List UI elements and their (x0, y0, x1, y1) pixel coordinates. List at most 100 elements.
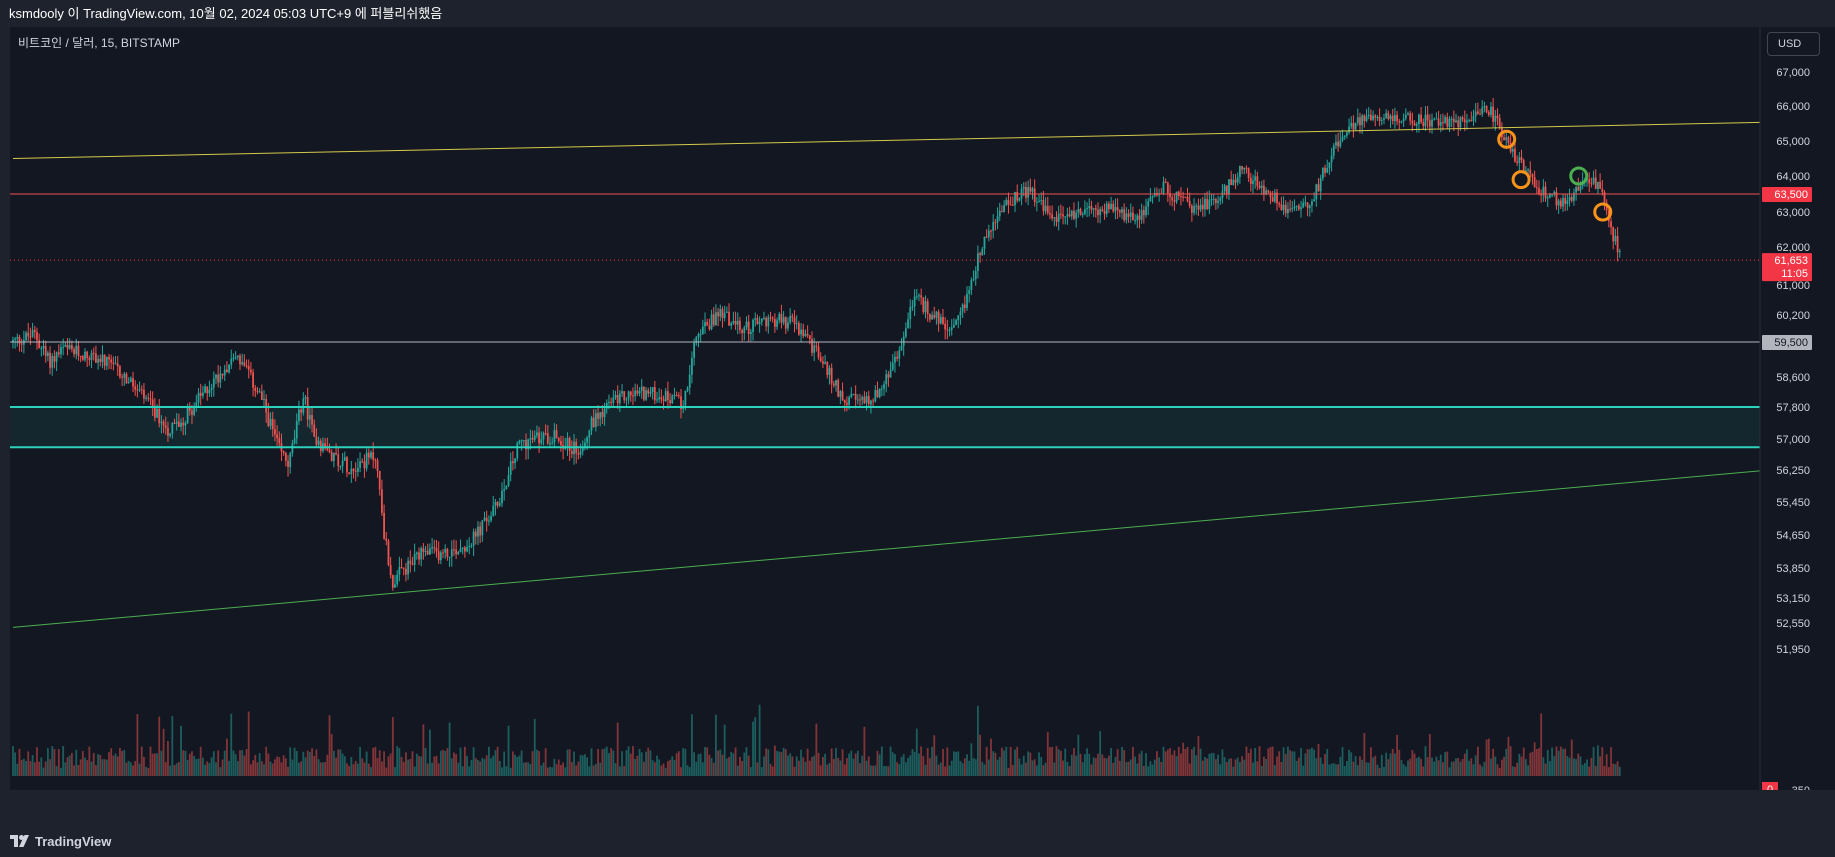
volume-bar (1524, 759, 1527, 776)
candle (667, 391, 669, 401)
volume-bar (1326, 749, 1329, 776)
volume-bar (610, 748, 613, 776)
candle (453, 549, 455, 551)
volume-bar (846, 758, 848, 776)
candle (1483, 106, 1486, 108)
volume-bar (236, 761, 239, 776)
volume-bar (710, 758, 713, 776)
volume-bar (592, 765, 595, 776)
candle (1446, 117, 1449, 127)
volume-bar (302, 751, 305, 776)
volume-bar (162, 728, 165, 776)
candle (44, 345, 47, 357)
candle (101, 354, 104, 362)
orange-circle-1[interactable] (1497, 129, 1517, 149)
candle (649, 391, 652, 394)
volume-bar (780, 752, 783, 776)
volume-bar (1234, 759, 1237, 776)
candle (1614, 235, 1617, 242)
candle (302, 398, 305, 413)
volume-bar (1367, 762, 1370, 776)
candle (442, 552, 444, 554)
candle (429, 548, 431, 555)
price-tick-label: 61,000 (1776, 280, 1810, 292)
orange-circle-2[interactable] (1511, 170, 1531, 190)
candle (49, 352, 51, 368)
volume-bar (850, 750, 853, 776)
volume-bar (525, 762, 527, 776)
volume-bar (966, 754, 968, 776)
volume-bar (795, 756, 798, 776)
volume-bar (16, 763, 19, 776)
tradingview-brand[interactable]: TradingView (10, 831, 111, 851)
candle (1350, 122, 1353, 127)
volume-bar (1394, 753, 1396, 776)
volume-bar (225, 738, 228, 776)
volume-bar (1188, 763, 1191, 776)
candle (996, 216, 999, 223)
volume-bar (686, 765, 689, 776)
candle (861, 397, 864, 400)
volume-bar (1252, 762, 1254, 776)
volume-bar (1420, 758, 1422, 776)
volume-bar (922, 756, 925, 776)
candle (1474, 111, 1477, 117)
volume-bar (1500, 759, 1503, 776)
chart-panel[interactable]: 67,000 66,000 65,000 64,000 63,000 62,000 61,0… (10, 27, 1835, 790)
volume-bar (435, 755, 438, 776)
volume-bar (507, 725, 510, 776)
volume-bar (891, 752, 894, 776)
volume-bar (1376, 764, 1379, 776)
green-circle[interactable] (1569, 166, 1589, 186)
volume-bar (171, 716, 174, 776)
orange-circle-3[interactable] (1593, 202, 1613, 222)
volume-bar (474, 758, 477, 776)
candle (1328, 162, 1331, 168)
volume-bar (79, 759, 82, 776)
candle (1005, 199, 1008, 206)
volume-bar (782, 747, 785, 776)
candle (171, 423, 174, 434)
candle (675, 395, 678, 397)
candle (660, 397, 663, 400)
volume-bar (378, 750, 381, 776)
candle (981, 249, 984, 255)
candle (389, 564, 392, 576)
candle (149, 398, 152, 400)
volume-bar (1302, 765, 1305, 776)
volume-bar (1352, 761, 1355, 776)
candle (870, 400, 872, 405)
volume-bar (73, 765, 75, 776)
volume-bar (291, 759, 294, 776)
volume-bar (1588, 766, 1591, 776)
candle (1164, 181, 1167, 183)
volume-bar (326, 754, 329, 776)
volume-bar (898, 764, 901, 776)
green-lower-trendline[interactable] (12, 467, 1793, 628)
candle (1490, 106, 1492, 115)
volume-bar (1313, 749, 1316, 776)
volume-bar (1507, 736, 1510, 776)
volume-bar (1236, 757, 1239, 776)
candle (1289, 208, 1292, 210)
yellow-upper-trendline[interactable] (12, 121, 1793, 159)
candle (217, 374, 220, 383)
candle (1245, 167, 1248, 169)
currency-button[interactable]: USD (1767, 32, 1820, 56)
candle (348, 472, 351, 474)
volume-bar (856, 750, 859, 776)
candle (1385, 112, 1388, 119)
price-chart[interactable]: 67,00066,00065,00064,00063,00062,00061,0… (10, 27, 1835, 790)
volume-bar (1535, 748, 1538, 776)
symbol-label[interactable]: 비트코인 / 달러, 15, BITSTAMP (18, 36, 181, 50)
volume-bar (424, 747, 427, 776)
candle (773, 319, 776, 327)
candle (1188, 200, 1191, 206)
volume-bar (1455, 758, 1457, 776)
candle (1588, 179, 1591, 184)
candle (1287, 208, 1289, 214)
volume-bar (599, 762, 602, 776)
volume-bar (138, 763, 141, 776)
volume-bar (752, 721, 754, 776)
candle (579, 451, 582, 455)
